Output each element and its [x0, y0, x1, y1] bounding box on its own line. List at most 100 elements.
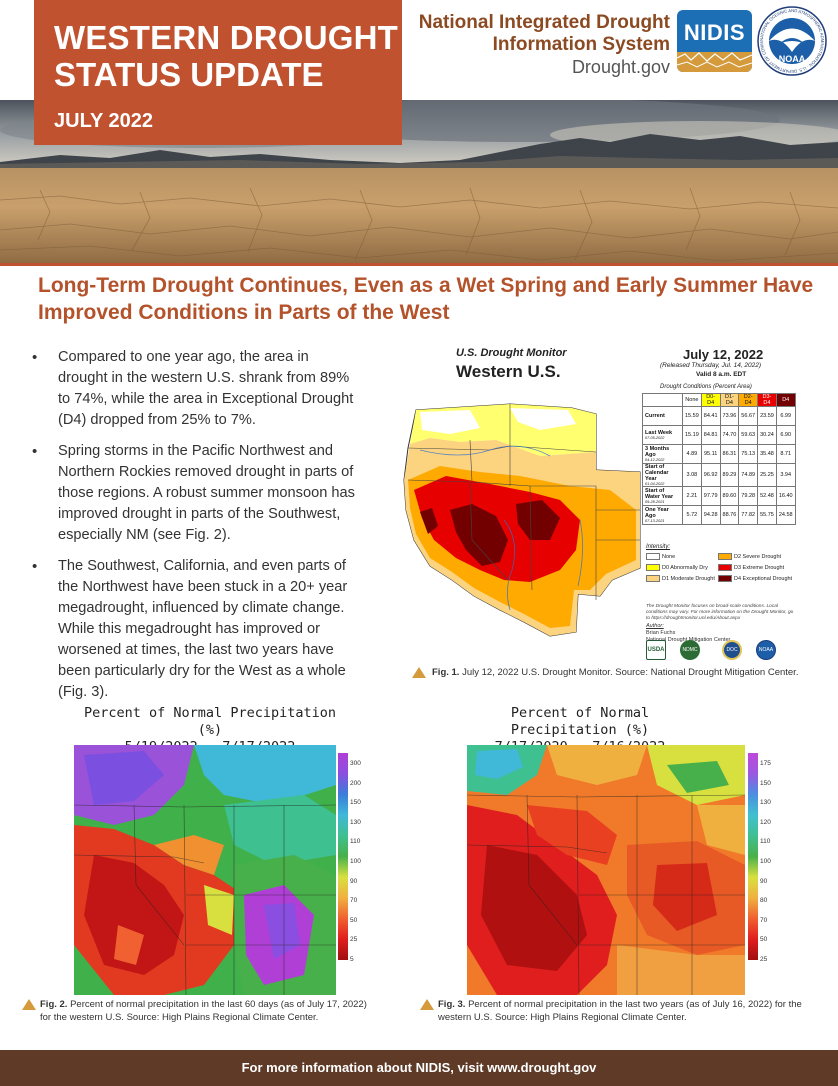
table-cell: 86.31: [719, 444, 740, 464]
title-block: WESTERN DROUGHT STATUS UPDATE JULY 2022: [34, 0, 402, 145]
key-point: Compared to one year ago, the area in dr…: [30, 347, 362, 431]
legend-label: D3 Extreme Drought: [734, 564, 785, 571]
org-website[interactable]: Drought.gov: [571, 57, 670, 77]
table-cell: 16.40: [775, 486, 796, 506]
fig2-caption-text: Percent of normal precipitation in the l…: [40, 999, 367, 1023]
legend-item: D1 Moderate Drought: [646, 575, 715, 582]
caption-triangle-icon: [420, 999, 434, 1010]
table-cell: 77.82: [738, 505, 759, 525]
row-date-text: 07-05-2022: [645, 436, 665, 440]
table-row: 3 Months Ago 04-12-2022 4.89 95.11 86.31 75.1…: [642, 444, 796, 464]
table-cell: 35.48: [757, 444, 777, 464]
scale-label: 50: [350, 916, 358, 924]
table-cell: 75.13: [738, 444, 759, 464]
table-cell: 97.79: [700, 486, 721, 506]
table-cell: 84.81: [700, 425, 721, 445]
table-cell: 94.28: [700, 505, 721, 525]
fig2-caption-label: Fig. 2.: [40, 999, 68, 1010]
table-row-label: Start of Calendar Year 01-04-2022: [642, 463, 683, 487]
scale-label: 110: [350, 838, 361, 846]
drought-monitor-figure: U.S. Drought Monitor Western U.S. July 1…: [398, 340, 798, 660]
conditions-table-title: Drought Conditions (Percent Area): [660, 384, 752, 390]
scale-label: 70: [760, 916, 768, 924]
table-cell: 8.71: [775, 444, 796, 464]
table-row: Last Week 07-05-2022 15.19 84.81 74.70 59.63 3…: [642, 425, 796, 445]
table-header: D1-D4: [719, 393, 740, 407]
row-date-text: 07-13-2021: [645, 519, 665, 523]
scale-label: 120: [760, 818, 771, 826]
legend-item: D0 Abnormally Dry: [646, 564, 708, 571]
legend-swatch: [646, 575, 660, 582]
legend-swatch: [718, 575, 732, 582]
legend-swatch: [718, 564, 732, 571]
scale-label: 100: [760, 858, 771, 865]
footer[interactable]: For more information about NIDIS, visit …: [0, 1050, 838, 1086]
org-name-line-1: National Integrated Drought: [418, 12, 670, 33]
scale-label: 110: [760, 838, 771, 846]
nidis-logo-text: NIDIS: [683, 20, 746, 45]
page-headline: Long-Term Drought Continues, Even as a W…: [38, 274, 814, 324]
fig2-color-scale: [338, 753, 348, 960]
caption-triangle-icon: [22, 999, 36, 1010]
drought-monitor-map: [403, 403, 641, 637]
table-cell: 89.60: [719, 486, 740, 506]
legend-item: D2 Severe Drought: [718, 553, 781, 560]
table-cell: 89.29: [719, 463, 740, 487]
table-cell: 24.58: [775, 505, 796, 525]
table-cell: 15.59: [682, 406, 702, 426]
row-label-text: Start of Calendar Year: [645, 464, 669, 482]
key-point: The Southwest, California, and even part…: [30, 556, 362, 703]
table-cell: 15.19: [682, 425, 702, 445]
table-cell: 52.48: [757, 486, 777, 506]
table-cell: 96.92: [700, 463, 721, 487]
scale-label: 90: [760, 877, 768, 885]
map-date: July 12, 2022: [683, 347, 764, 362]
table-row-label: One Year Ago 07-13-2021: [642, 505, 683, 525]
table-row: Start of Water Year 09-28-2021 2.21 97.79 89…: [642, 486, 796, 506]
commerce-seal-logo: DOC: [722, 640, 742, 660]
legend-item: None: [646, 553, 675, 560]
legend-item: D3 Extreme Drought: [718, 564, 784, 571]
table-cell: 4.89: [682, 444, 702, 464]
table-cell: 23.59: [757, 406, 777, 426]
table-cell: 25.25: [757, 463, 777, 487]
table-cell: 3.94: [775, 463, 796, 487]
key-points-list: Compared to one year ago, the area in dr…: [30, 347, 362, 713]
table-cell: 73.96: [719, 406, 740, 426]
caption-triangle-icon: [412, 667, 426, 678]
scale-label: 5: [350, 956, 354, 963]
scale-label: 130: [760, 799, 771, 807]
table-cell: 2.21: [682, 486, 702, 506]
ndmc-logo: NDMC: [680, 640, 700, 660]
table-row-label: Current: [642, 406, 683, 426]
table-cell: 30.24: [757, 425, 777, 445]
title-line-2: STATUS UPDATE: [54, 56, 324, 93]
map-region: Western U.S.: [456, 362, 561, 381]
table-cell: 79.28: [738, 486, 759, 506]
precip-map-60-day: [74, 745, 336, 995]
banner-divider: [0, 263, 838, 266]
fig3-color-scale: [748, 753, 758, 960]
table-cell: 88.76: [719, 505, 740, 525]
scale-label: 25: [760, 956, 768, 963]
fig1-caption-text: July 12, 2022 U.S. Drought Monitor. Sour…: [459, 667, 799, 678]
legend-label: D1 Moderate Drought: [662, 575, 715, 582]
title-line-1: WESTERN DROUGHT: [54, 19, 398, 56]
nidis-logo: NIDIS: [677, 10, 752, 72]
map-source: U.S. Drought Monitor: [456, 347, 567, 359]
table-cell: 74.89: [738, 463, 759, 487]
legend-label: None: [662, 553, 676, 560]
author-name: Brian Fuchs: [646, 630, 676, 636]
table-row-label: Start of Water Year 09-28-2021: [642, 486, 683, 506]
table-cell: 56.67: [738, 406, 759, 426]
table-cell: 55.75: [757, 505, 777, 525]
table-row: One Year Ago 07-13-2021 5.72 94.28 88.76 77.8…: [642, 505, 796, 525]
org-name-line-2: Information System: [492, 34, 670, 55]
legend-label: D0 Abnormally Dry: [662, 564, 708, 571]
map-released: (Released Thursday, Jul. 14, 2022): [660, 362, 762, 369]
drought-conditions-table: None D0-D4 D1-D4 D2-D4 D3-D4 D4 Current 1…: [642, 393, 796, 525]
table-cell: 6.90: [775, 425, 796, 445]
intensity-label: Intensity:: [646, 544, 671, 550]
fig3-caption: Fig. 3. Percent of normal precipitation …: [420, 998, 820, 1024]
fig3-caption-text: Percent of normal precipitation in the l…: [438, 999, 802, 1023]
